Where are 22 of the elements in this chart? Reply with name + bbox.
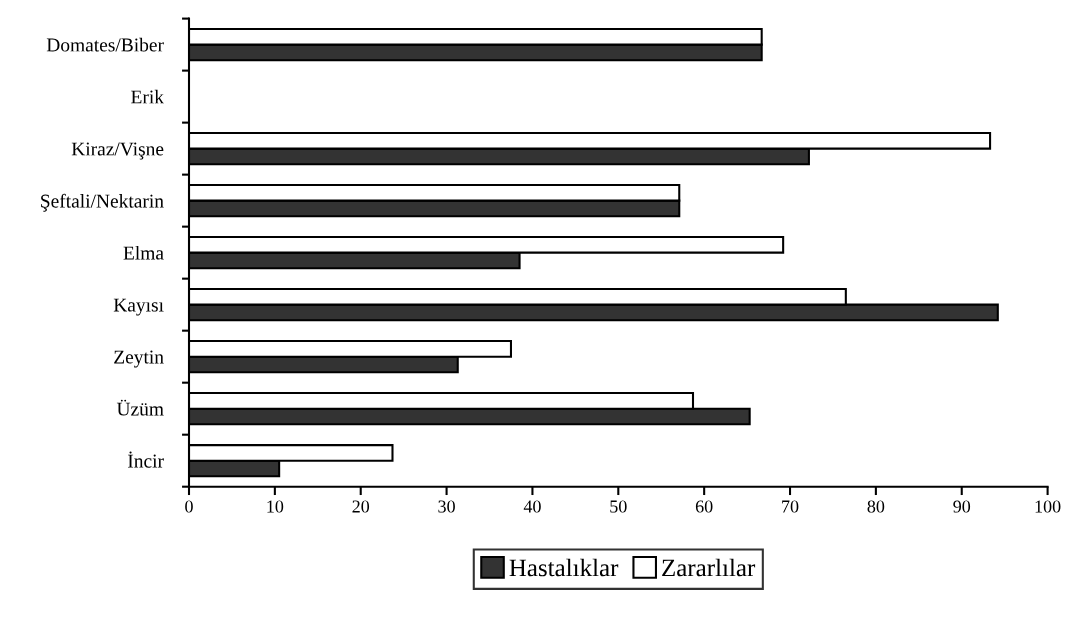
x-tick-label: 10 bbox=[267, 500, 284, 513]
y-tick-label: Kiraz/Vişne bbox=[71, 142, 164, 160]
x-tick-label: 80 bbox=[867, 500, 885, 513]
y-tick-label: Üzüm bbox=[116, 399, 164, 416]
y-tick-label: Zeytin bbox=[114, 350, 164, 368]
y-tick-label: Domates/Biber bbox=[46, 37, 164, 52]
x-tick-label: 50 bbox=[610, 500, 627, 513]
x-tick-label: 100 bbox=[1035, 500, 1061, 513]
x-tick-label: 70 bbox=[782, 500, 799, 513]
y-tick-label: Erik bbox=[131, 89, 164, 104]
y-tick-label: Şeftali/Nektarin bbox=[41, 193, 164, 212]
x-tick-label: 40 bbox=[523, 500, 541, 513]
x-tick-label: 60 bbox=[695, 500, 713, 513]
y-tick-label: İncir bbox=[128, 451, 164, 468]
x-tick-label: 20 bbox=[352, 500, 370, 513]
y-tick-label: Elma bbox=[123, 245, 164, 260]
x-tick-label: 90 bbox=[953, 500, 971, 513]
legend-label: Hastalıklar bbox=[509, 558, 619, 577]
x-tick-label: 0 bbox=[185, 500, 193, 513]
x-tick-label: 30 bbox=[438, 500, 455, 513]
legend-label: Zararlılar bbox=[662, 558, 756, 577]
y-tick-label: Kayısı bbox=[113, 298, 164, 316]
